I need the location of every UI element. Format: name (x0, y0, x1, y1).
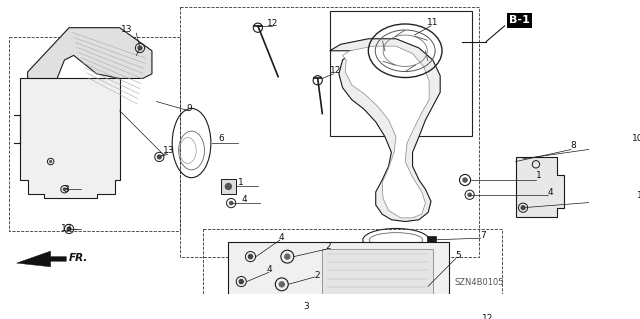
Text: 4: 4 (241, 195, 247, 204)
Text: 3: 3 (63, 185, 69, 194)
Text: 2: 2 (325, 242, 331, 251)
Bar (428, 236, 436, 244)
Text: 1: 1 (536, 171, 541, 180)
Polygon shape (516, 157, 564, 217)
Text: 13: 13 (163, 146, 174, 155)
Text: 4: 4 (267, 265, 273, 274)
Text: B-1: B-1 (509, 15, 530, 25)
Text: 8: 8 (571, 141, 577, 150)
Polygon shape (342, 46, 429, 218)
Text: 4: 4 (279, 233, 285, 242)
Circle shape (284, 253, 291, 260)
Polygon shape (323, 249, 433, 319)
Text: 3: 3 (303, 302, 308, 311)
Text: 13: 13 (122, 25, 133, 34)
Circle shape (157, 154, 162, 160)
Text: 2: 2 (314, 271, 319, 279)
Circle shape (278, 281, 285, 287)
Circle shape (225, 183, 232, 190)
Text: 4: 4 (548, 188, 554, 197)
Polygon shape (221, 179, 236, 194)
Circle shape (229, 201, 234, 205)
Polygon shape (330, 39, 440, 222)
Text: 7: 7 (481, 231, 486, 240)
Circle shape (239, 279, 244, 284)
Polygon shape (20, 78, 120, 198)
Text: 12: 12 (330, 66, 342, 75)
Text: 13: 13 (61, 225, 72, 234)
Text: 11: 11 (427, 18, 438, 27)
Text: SZN4B0105: SZN4B0105 (454, 278, 504, 287)
Text: 14: 14 (637, 191, 640, 200)
Circle shape (67, 226, 72, 232)
Text: 5: 5 (456, 251, 461, 260)
Text: 6: 6 (218, 134, 224, 143)
Polygon shape (28, 28, 152, 78)
Polygon shape (228, 242, 449, 319)
Circle shape (520, 205, 525, 210)
Circle shape (49, 160, 52, 163)
Circle shape (248, 254, 253, 259)
Text: 1: 1 (238, 178, 244, 187)
Text: 9: 9 (186, 104, 191, 114)
Text: 12: 12 (483, 314, 493, 319)
Circle shape (462, 177, 468, 183)
Circle shape (63, 187, 67, 191)
Circle shape (282, 312, 286, 316)
Text: 10: 10 (632, 134, 640, 143)
Text: FR.: FR. (69, 254, 88, 263)
Circle shape (138, 45, 143, 51)
Polygon shape (17, 251, 67, 267)
Text: 12: 12 (267, 19, 278, 27)
Circle shape (467, 192, 472, 197)
